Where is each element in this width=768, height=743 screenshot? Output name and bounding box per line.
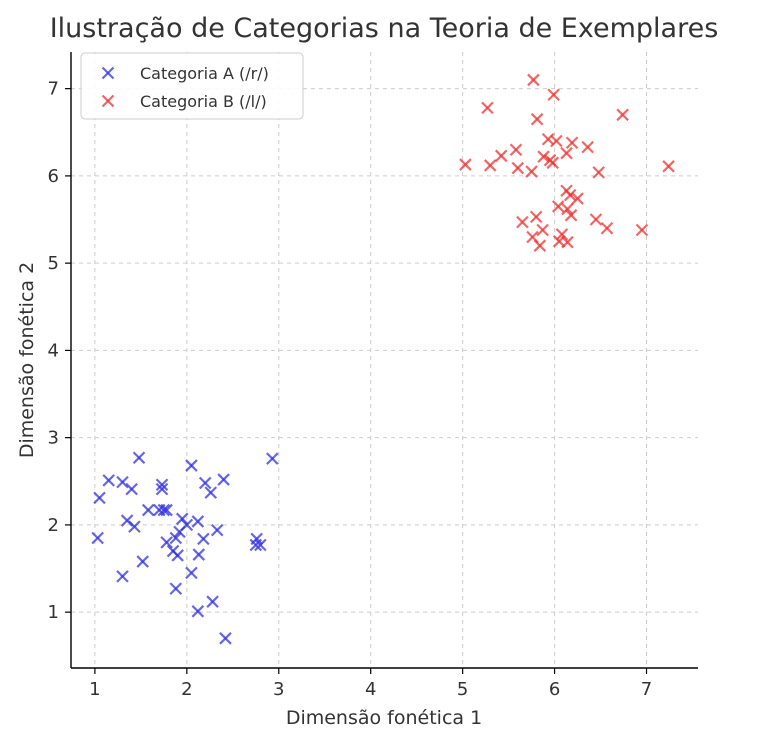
point-categoria-a — [132, 451, 146, 465]
y-tick-label: 1 — [48, 602, 59, 623]
point-categoria-a — [141, 503, 155, 517]
point-categoria-b — [530, 112, 544, 126]
y-tick-label: 6 — [48, 166, 59, 187]
point-categoria-a — [157, 503, 171, 517]
point-categoria-b — [589, 213, 603, 226]
point-categoria-b — [581, 140, 594, 154]
x-tick-label: 4 — [365, 679, 376, 700]
point-categoria-b — [662, 160, 675, 173]
legend-x-marker-b — [101, 94, 115, 108]
point-categoria-b — [571, 192, 584, 205]
point-categoria-b — [527, 73, 540, 87]
x-tick-label: 6 — [549, 679, 560, 700]
point-categoria-a — [125, 482, 138, 496]
point-categoria-a — [197, 532, 210, 546]
x-tick-label: 5 — [457, 679, 468, 700]
legend: Categoria A (/r/) Categoria B (/l/) — [80, 52, 304, 120]
point-categoria-a — [128, 520, 141, 533]
point-categoria-a — [191, 605, 205, 618]
point-categoria-a — [116, 475, 129, 489]
point-categoria-b — [560, 146, 573, 160]
point-categoria-b — [537, 150, 550, 163]
point-categoria-b — [511, 161, 525, 175]
y-tick-label: 5 — [48, 253, 59, 274]
legend-marker-categoria-b — [101, 94, 115, 108]
point-categoria-b — [564, 208, 578, 222]
point-categoria-a — [102, 474, 115, 487]
grid — [71, 52, 698, 668]
legend-marker-categoria-a — [101, 66, 115, 80]
point-categoria-a — [93, 491, 106, 505]
point-categoria-a — [198, 476, 212, 490]
point-categoria-a — [116, 570, 129, 583]
chart-title: Ilustração de Categorias na Teoria de Ex… — [50, 13, 719, 44]
axes — [70, 52, 698, 669]
point-categoria-b — [481, 101, 494, 115]
x-axis-label: Dimensão fonética 1 — [286, 707, 482, 729]
y-tick-label: 2 — [48, 515, 59, 536]
point-categoria-a — [185, 459, 198, 472]
point-categoria-b — [533, 239, 547, 252]
point-categoria-a — [169, 531, 183, 545]
point-categoria-b — [529, 210, 543, 224]
point-categoria-b — [509, 143, 523, 157]
point-categoria-b — [547, 88, 560, 102]
x-tick-label: 3 — [273, 679, 284, 700]
legend-label-categoria-b: Categoria B (/l/) — [140, 92, 267, 111]
point-categoria-a — [254, 538, 267, 552]
ticks: 1 2 3 4 5 6 7 1 2 3 4 5 6 7 — [48, 79, 653, 700]
point-categoria-b — [483, 159, 497, 172]
point-categoria-b — [459, 158, 472, 171]
point-categoria-a — [217, 473, 230, 486]
point-categoria-b — [546, 156, 560, 170]
point-categoria-b — [563, 188, 577, 202]
point-categoria-a — [204, 486, 218, 499]
point-categoria-a — [155, 482, 169, 496]
point-categoria-a — [155, 478, 169, 492]
x-tick-label: 7 — [641, 679, 652, 700]
point-categoria-b — [592, 166, 605, 179]
data-points — [91, 73, 675, 645]
point-categoria-b — [551, 200, 565, 213]
point-categoria-a — [185, 566, 198, 580]
point-categoria-a — [136, 555, 149, 568]
point-categoria-b — [525, 165, 538, 178]
legend-label-categoria-a: Categoria A (/r/) — [140, 64, 269, 83]
legend-box — [80, 52, 304, 120]
point-categoria-b — [561, 202, 574, 216]
point-categoria-b — [600, 221, 614, 235]
y-tick-label: 7 — [48, 79, 59, 100]
point-categoria-a — [210, 523, 224, 537]
point-categoria-a — [219, 632, 232, 645]
x-tick-label: 1 — [89, 679, 100, 700]
point-categoria-a — [191, 515, 205, 528]
point-categoria-b — [536, 223, 549, 237]
point-categoria-b — [550, 134, 563, 148]
point-categoria-b — [616, 108, 629, 122]
point-categoria-a — [192, 548, 206, 561]
point-categoria-b — [516, 215, 529, 229]
point-categoria-b — [494, 149, 508, 163]
point-categoria-a — [173, 525, 186, 539]
y-axis-label: Dimensão fonética 2 — [16, 262, 38, 458]
legend-x-marker-a — [101, 66, 115, 80]
point-categoria-b — [635, 223, 649, 237]
y-tick-label: 4 — [48, 340, 59, 361]
point-categoria-a — [91, 531, 104, 545]
point-categoria-a — [249, 538, 263, 552]
y-tick-label: 3 — [48, 428, 59, 449]
point-categoria-b — [565, 136, 579, 150]
point-categoria-a — [160, 503, 173, 517]
point-categoria-b — [555, 228, 569, 241]
point-categoria-a — [169, 582, 183, 595]
point-categoria-a — [266, 452, 279, 465]
x-tick-label: 2 — [181, 679, 192, 700]
point-categoria-b — [561, 235, 574, 249]
point-categoria-a — [171, 549, 184, 562]
point-categoria-a — [206, 595, 219, 608]
point-categoria-a — [160, 536, 173, 549]
